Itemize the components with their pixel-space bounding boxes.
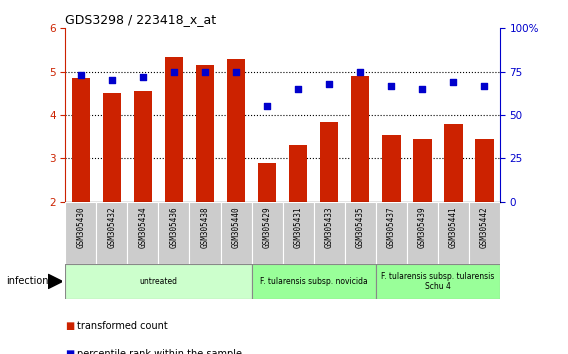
Point — [294, 86, 303, 92]
Bar — [72, 78, 90, 202]
Text: GSM305435: GSM305435 — [356, 207, 365, 249]
Point — [76, 72, 85, 78]
Bar — [133, 91, 152, 202]
Bar — [444, 124, 462, 202]
Point — [139, 74, 148, 80]
Bar — [469, 202, 500, 264]
Bar — [220, 202, 252, 264]
Bar — [475, 139, 494, 202]
Text: GSM305434: GSM305434 — [139, 207, 148, 249]
Text: F. tularensis subsp. novicida: F. tularensis subsp. novicida — [260, 277, 367, 286]
Bar — [289, 145, 307, 202]
Text: untreated: untreated — [139, 277, 177, 286]
Point — [480, 83, 489, 88]
Bar — [127, 202, 158, 264]
Point — [262, 103, 272, 109]
Bar — [252, 202, 283, 264]
Text: GSM305431: GSM305431 — [294, 207, 303, 249]
Point — [449, 79, 458, 85]
Bar — [407, 202, 438, 264]
Text: GSM305442: GSM305442 — [480, 207, 489, 249]
Bar — [158, 202, 190, 264]
Text: GSM305430: GSM305430 — [76, 207, 85, 249]
Bar — [195, 65, 214, 202]
Bar — [227, 59, 245, 202]
Point — [169, 69, 178, 75]
Point — [417, 86, 427, 92]
Bar — [345, 202, 375, 264]
Text: GSM305437: GSM305437 — [387, 207, 396, 249]
Text: GSM305432: GSM305432 — [107, 207, 116, 249]
Text: GSM305440: GSM305440 — [232, 207, 240, 249]
Bar — [438, 202, 469, 264]
Bar — [314, 202, 345, 264]
Bar — [103, 93, 121, 202]
Text: GSM305429: GSM305429 — [262, 207, 272, 249]
Bar — [258, 163, 277, 202]
Polygon shape — [48, 274, 62, 289]
Bar — [320, 121, 339, 202]
Text: infection: infection — [6, 276, 48, 286]
Text: GSM305433: GSM305433 — [325, 207, 333, 249]
Text: GSM305441: GSM305441 — [449, 207, 458, 249]
Text: transformed count: transformed count — [77, 321, 168, 331]
Text: ■: ■ — [65, 321, 74, 331]
Bar — [190, 202, 220, 264]
Bar — [413, 139, 432, 202]
Point — [324, 81, 333, 87]
Bar — [65, 264, 252, 299]
Bar — [375, 202, 407, 264]
Text: ■: ■ — [65, 349, 74, 354]
Text: F. tularensis subsp. tularensis
Schu 4: F. tularensis subsp. tularensis Schu 4 — [381, 272, 495, 291]
Point — [107, 78, 116, 83]
Text: GSM305436: GSM305436 — [169, 207, 178, 249]
Bar — [283, 202, 314, 264]
Bar — [375, 264, 500, 299]
Point — [232, 69, 241, 75]
Bar — [65, 202, 97, 264]
Point — [356, 69, 365, 75]
Bar — [382, 135, 400, 202]
Bar — [165, 57, 183, 202]
Bar — [252, 264, 375, 299]
Point — [387, 83, 396, 88]
Bar — [97, 202, 127, 264]
Bar — [351, 76, 369, 202]
Text: GSM305439: GSM305439 — [417, 207, 427, 249]
Text: percentile rank within the sample: percentile rank within the sample — [77, 349, 241, 354]
Text: GSM305438: GSM305438 — [201, 207, 210, 249]
Point — [201, 69, 210, 75]
Text: GDS3298 / 223418_x_at: GDS3298 / 223418_x_at — [65, 13, 216, 26]
